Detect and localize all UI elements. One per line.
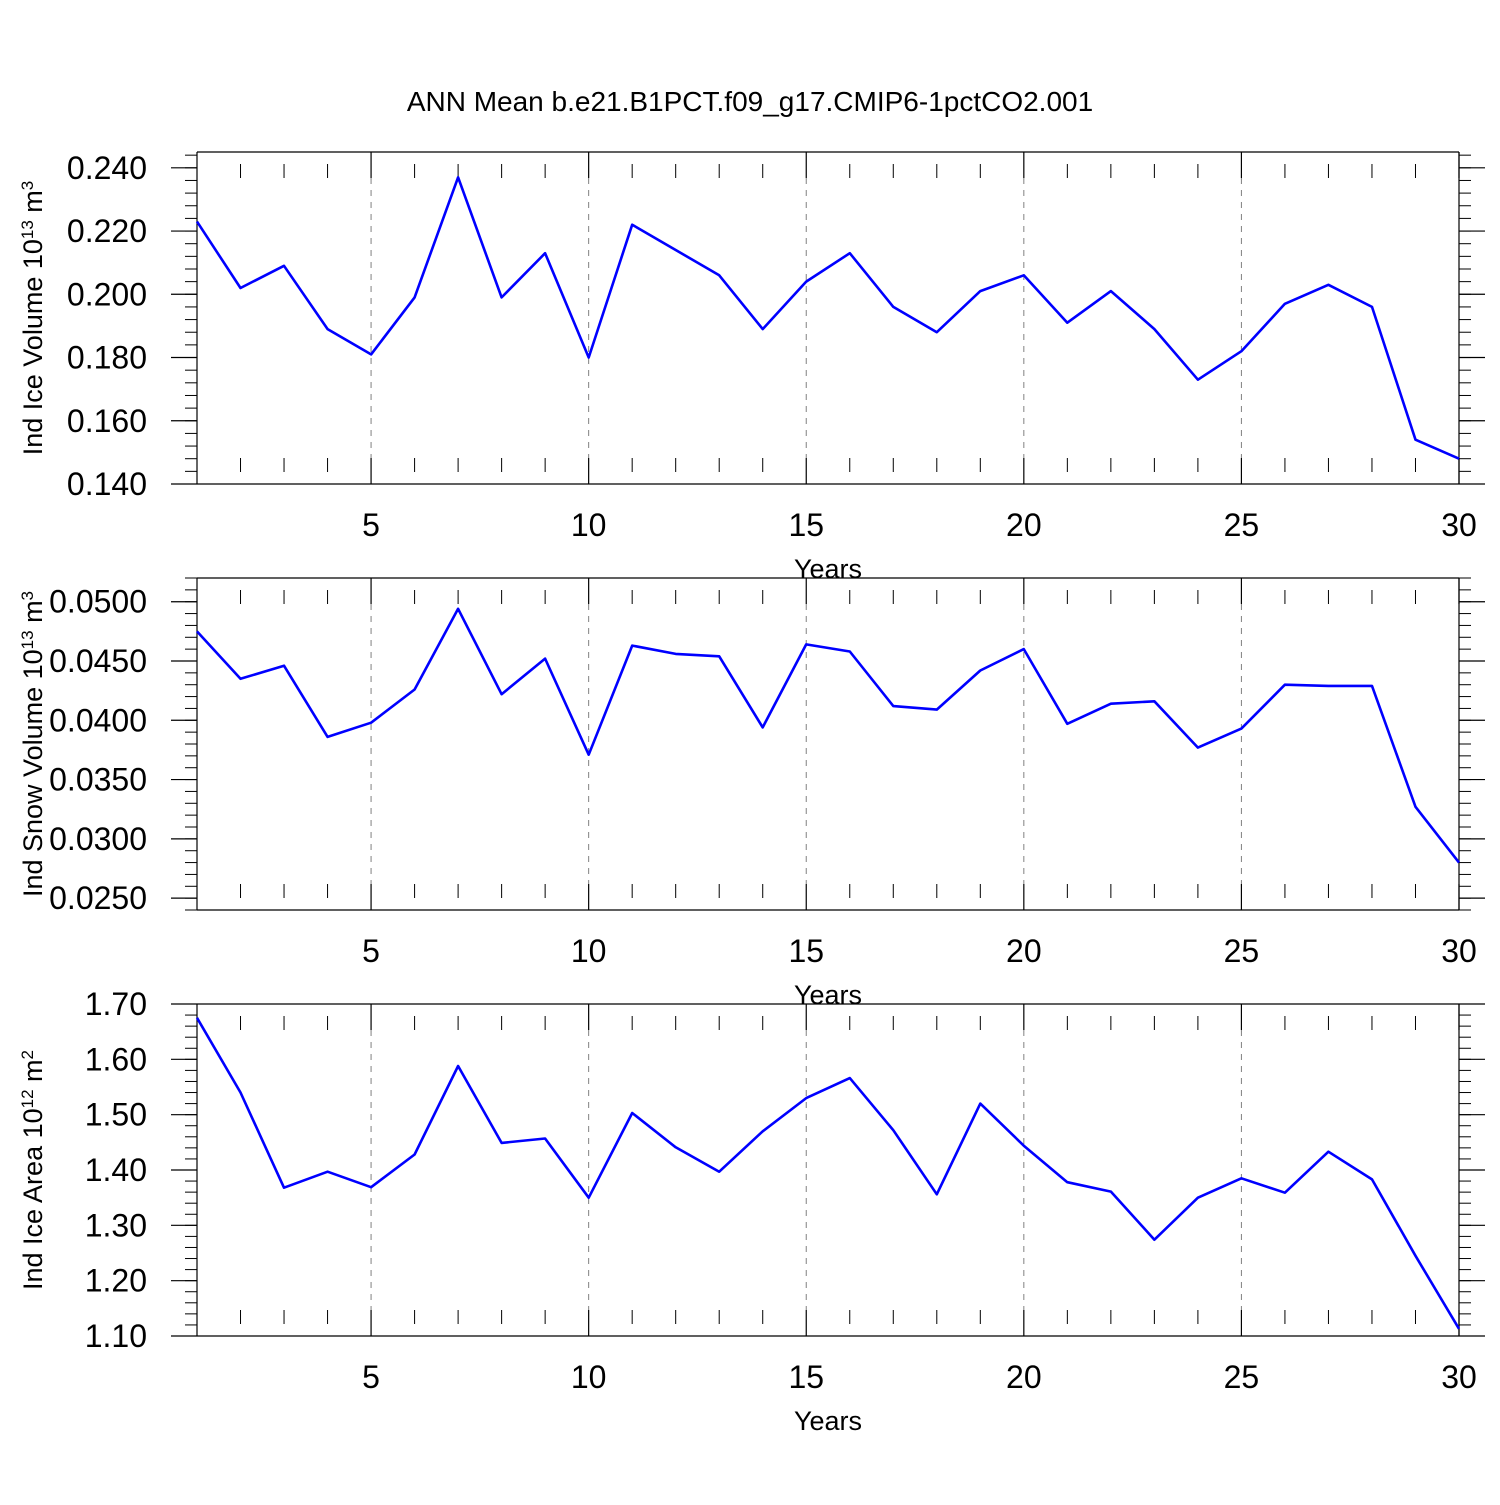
y-tick-label: 0.220 xyxy=(67,213,147,249)
x-tick-label: 20 xyxy=(1006,933,1042,969)
x-tick-label: 15 xyxy=(788,933,824,969)
y-tick-label: 0.0250 xyxy=(49,880,147,916)
y-label-text: m xyxy=(18,1059,48,1089)
x-tick-label: 5 xyxy=(362,933,380,969)
y-tick-label: 1.70 xyxy=(85,986,147,1022)
chart-panel-2: 5 10 15 20 25 30 0.0250 0.0300 0.0350 0.0400 0.045… xyxy=(18,578,1485,1010)
x-tick-label: 10 xyxy=(571,933,607,969)
x-tick-label: 15 xyxy=(788,507,824,543)
y-label-superscript: 13 xyxy=(18,220,37,239)
x-tick-label: 5 xyxy=(362,1359,380,1395)
y-label-text: Ind Ice Volume 10 xyxy=(18,239,48,455)
y-tick-label: 1.40 xyxy=(85,1152,147,1188)
y-tick-label: 0.140 xyxy=(67,466,147,502)
x-tick-label: 5 xyxy=(362,507,380,543)
y-tick-label: 0.180 xyxy=(67,340,147,376)
y-label-superscript: 3 xyxy=(18,181,37,190)
series-line xyxy=(197,1018,1459,1329)
y-tick-label: 0.0450 xyxy=(49,643,147,679)
x-tick-label: 25 xyxy=(1224,1359,1260,1395)
series-line xyxy=(197,177,1459,458)
y-axis-label: Ind Ice Volume 1013 m3 xyxy=(18,181,48,456)
x-tick-label: 30 xyxy=(1441,507,1477,543)
y-tick-label: 1.50 xyxy=(85,1097,147,1133)
x-tick-label: 30 xyxy=(1441,933,1477,969)
x-tick-label: 20 xyxy=(1006,507,1042,543)
y-tick-label: 0.160 xyxy=(67,403,147,439)
y-tick-label: 0.0500 xyxy=(49,584,147,620)
y-tick-label: 0.0350 xyxy=(49,762,147,798)
y-tick-label: 0.0300 xyxy=(49,821,147,857)
x-tick-label: 20 xyxy=(1006,1359,1042,1395)
x-axis-label: Years xyxy=(794,554,862,584)
y-tick-label: 1.60 xyxy=(85,1041,147,1077)
x-tick-label: 10 xyxy=(571,507,607,543)
y-axis-label: Ind Ice Area 1012 m2 xyxy=(18,1050,48,1290)
y-tick-label: 1.20 xyxy=(85,1263,147,1299)
chart-panel-3: 5 10 15 20 25 30 1.10 1.20 1.30 1.40 1.50 1.60 1.70 Y… xyxy=(18,986,1485,1436)
x-tick-label: 30 xyxy=(1441,1359,1477,1395)
y-tick-label: 0.0400 xyxy=(49,702,147,738)
y-tick-label: 0.240 xyxy=(67,150,147,186)
y-axis-label: Ind Snow Volume 1013 m3 xyxy=(18,591,48,897)
y-label-superscript: 3 xyxy=(18,591,37,600)
y-label-superscript: 13 xyxy=(18,630,37,649)
y-label-text: Ind Snow Volume 10 xyxy=(18,649,48,897)
y-label-superscript: 2 xyxy=(18,1050,37,1059)
y-label-text: m xyxy=(18,600,48,630)
x-tick-label: 25 xyxy=(1224,933,1260,969)
chart-panel-1: 5 10 15 20 25 30 0.140 0.160 0.180 0.200 0.220 0.24… xyxy=(18,150,1485,584)
figure-title: ANN Mean b.e21.B1PCT.f09_g17.CMIP6-1pctC… xyxy=(0,86,1500,118)
series-line xyxy=(197,609,1459,863)
x-tick-label: 15 xyxy=(788,1359,824,1395)
x-axis-label: Years xyxy=(794,980,862,1010)
y-tick-label: 0.200 xyxy=(67,276,147,312)
x-axis-label: Years xyxy=(794,1406,862,1436)
y-label-text: m xyxy=(18,190,48,220)
x-tick-label: 25 xyxy=(1224,507,1260,543)
y-label-superscript: 12 xyxy=(18,1089,37,1108)
y-tick-label: 1.30 xyxy=(85,1207,147,1243)
y-tick-label: 1.10 xyxy=(85,1318,147,1354)
x-tick-label: 10 xyxy=(571,1359,607,1395)
y-label-text: Ind Ice Area 10 xyxy=(18,1108,48,1290)
